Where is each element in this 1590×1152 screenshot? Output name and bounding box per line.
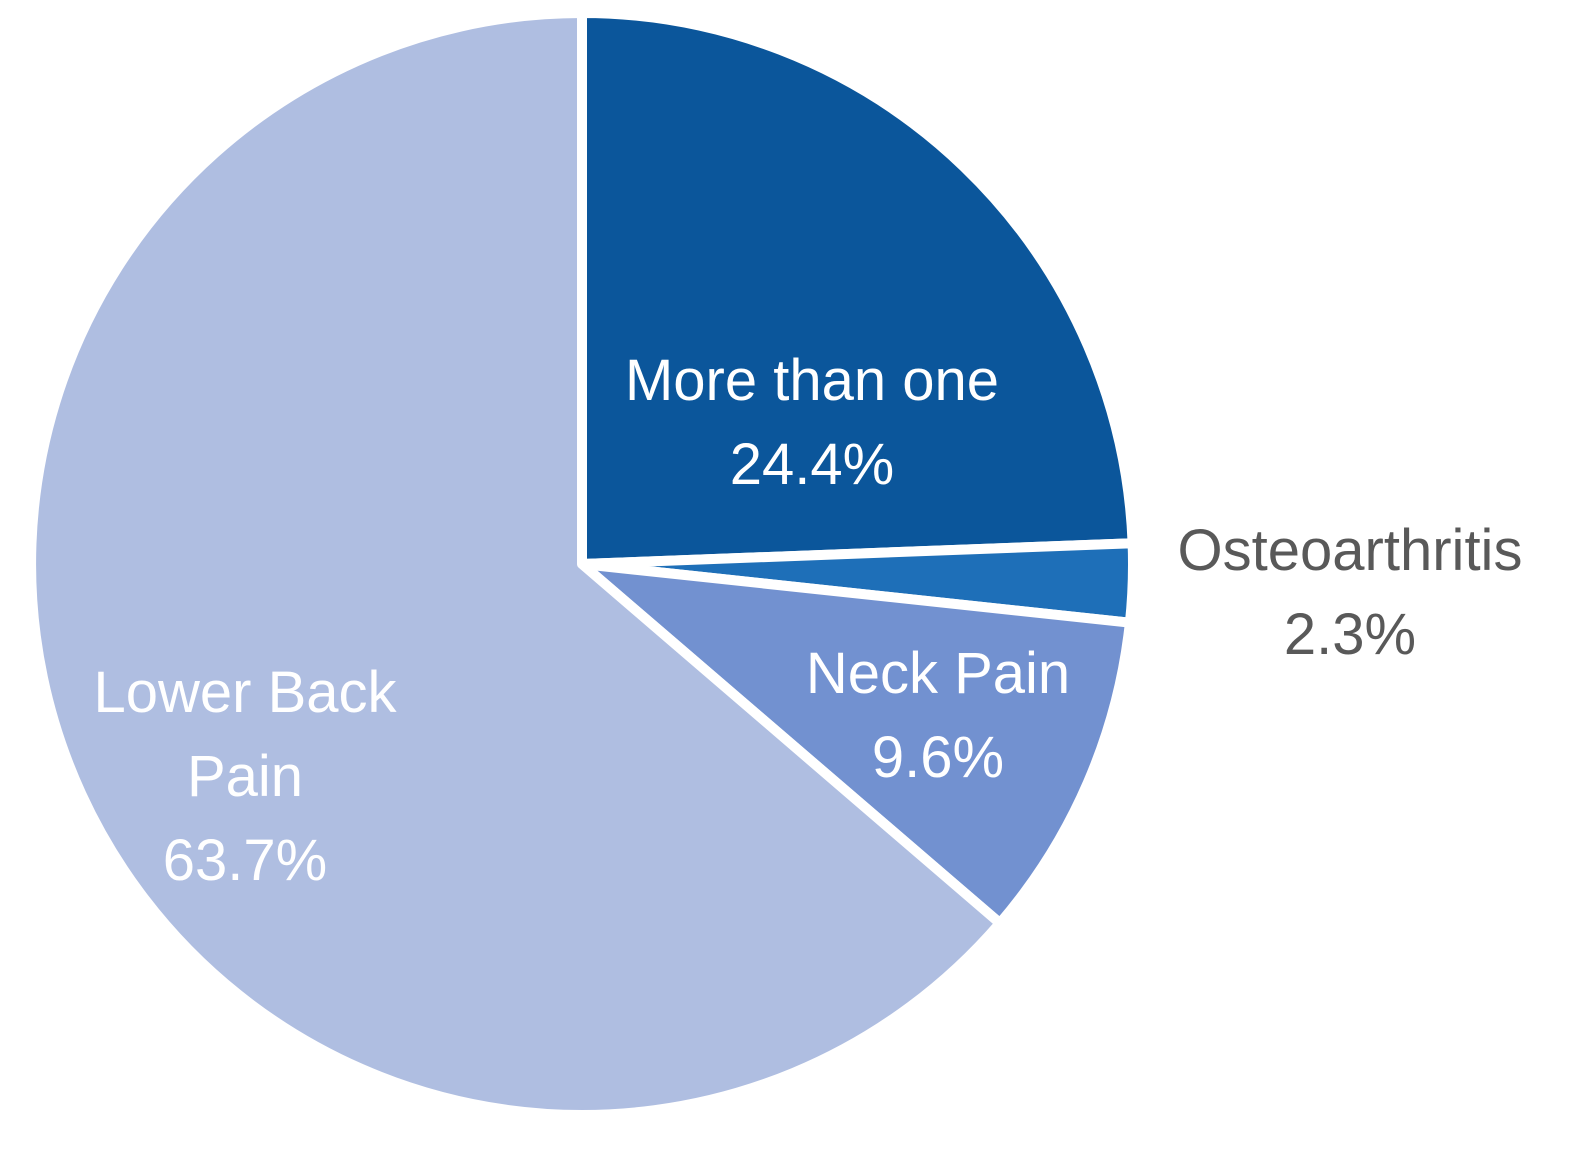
pie-slice-lower-back-pain: [26, 8, 1005, 1120]
pie-slice-neck-pain: [577, 559, 1135, 929]
pie-slice-more-than-one: [577, 8, 1138, 569]
